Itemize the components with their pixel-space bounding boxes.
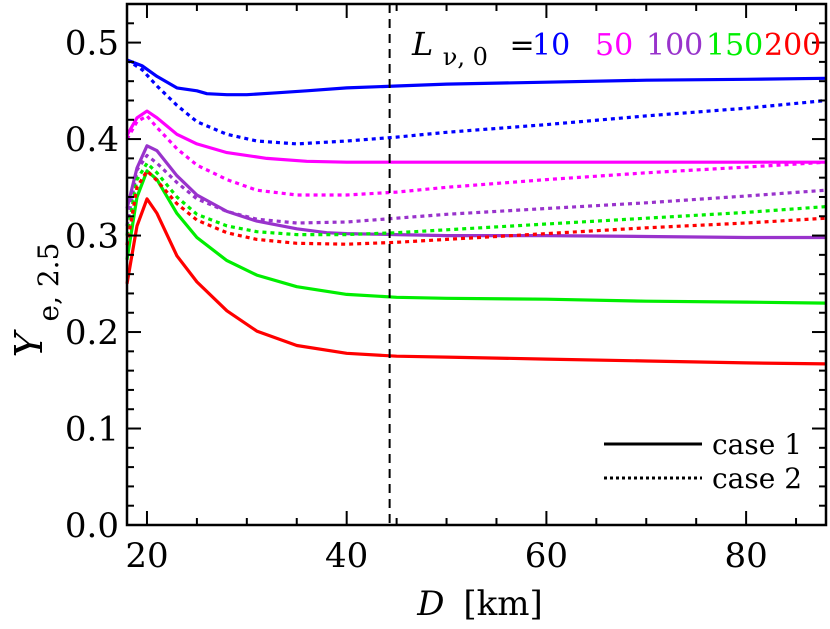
x-tick-label: 80 [724,536,767,576]
legend-case-1: case 1 [712,428,802,461]
series-line-6 [125,169,827,305]
series-line-5 [125,153,827,227]
y-axis-subscript: e, 2.5 [32,243,65,322]
y-tick-label: 0.1 [65,410,119,450]
series-line-8 [125,197,827,366]
series-line-2 [125,109,826,164]
x-axis-unit: [km] [463,584,542,624]
series-line-7 [125,161,827,237]
luminosity-legend: L ν, 0 = 10 50 100 150 200 [411,25,821,73]
axis-tick-labels: 20 40 60 80 0.0 0.1 0.2 0.3 0.4 0.5 [65,24,768,576]
series-line-1 [126,58,827,146]
y-axis-title: Y e, 2.5 [7,243,65,358]
series-line-4 [125,144,826,240]
svg-text:L ν, 0 =: L ν, 0 = [411,25,535,73]
x-axis-variable: D [416,584,444,624]
legend-case-2: case 2 [712,462,802,495]
series-line-0 [126,58,827,97]
lum-legend-symbol: L [411,25,433,63]
axis-ticks [127,4,826,526]
lum-entry-100: 100 [646,28,703,63]
y-tick-label: 0.5 [65,24,119,64]
svg-text:Y e, 2.5: Y e, 2.5 [7,243,65,358]
line-style-legend: case 1 case 2 [604,428,802,495]
plot-frame [125,2,828,527]
y-axis-variable: Y [7,328,51,357]
y-tick-label: 0.4 [65,120,119,160]
x-axis-title: D [km] [416,584,542,624]
y-tick-label: 0.3 [65,217,119,257]
lum-entry-50: 50 [595,28,633,63]
x-tick-label: 40 [325,536,368,576]
y-tick-label: 0.0 [65,506,119,546]
series-layer [125,58,827,366]
y-tick-label: 0.2 [65,313,119,353]
lum-entry-150: 150 [706,28,763,63]
lum-legend-subscript: ν, 0 [443,43,488,71]
lum-legend-equals: = [509,28,534,63]
x-tick-label: 60 [525,536,568,576]
lum-entry-200: 200 [764,28,821,63]
lum-entry-10: 10 [532,28,570,63]
x-tick-label: 20 [125,536,168,576]
series-line-3 [125,114,827,197]
